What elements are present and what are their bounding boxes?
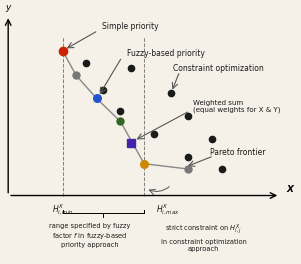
Text: Simple priority: Simple priority (102, 22, 158, 31)
Text: y: y (5, 3, 10, 12)
Text: Constraint optimization: Constraint optimization (173, 64, 264, 73)
Text: Fuzzy-based priority: Fuzzy-based priority (127, 49, 205, 58)
Text: Weighted sum
(equal weights for X & Y): Weighted sum (equal weights for X & Y) (194, 100, 281, 113)
Text: strict constraint on $H_{i,j}^X$
in constraint optimization
approach: strict constraint on $H_{i,j}^X$ in cons… (161, 223, 247, 252)
Text: X: X (287, 185, 294, 194)
Text: $H_{i,min}^X$: $H_{i,min}^X$ (52, 202, 73, 217)
Text: range specified by fuzzy
factor $f$ in fuzzy-based
priority approach: range specified by fuzzy factor $f$ in f… (49, 223, 130, 248)
Text: Pareto frontier: Pareto frontier (210, 148, 266, 157)
Text: $H_{i,max}^X$: $H_{i,max}^X$ (156, 202, 180, 217)
